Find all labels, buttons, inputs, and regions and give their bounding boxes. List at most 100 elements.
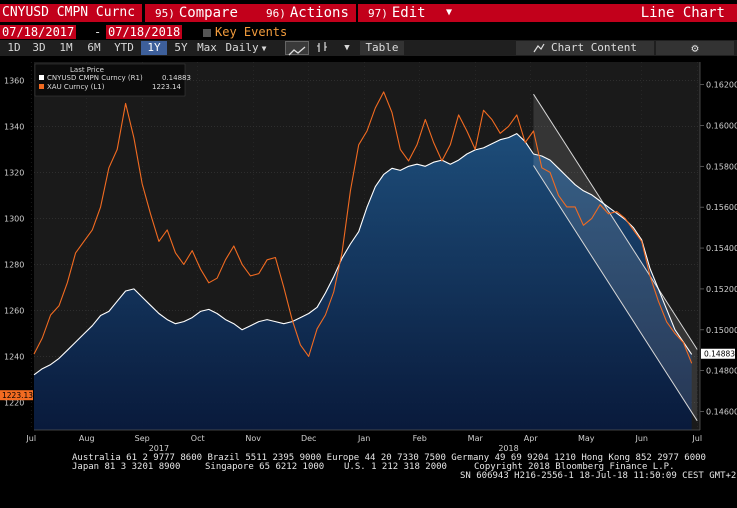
right-last-value-tag (701, 348, 735, 359)
xau-line (33, 91, 693, 364)
x-tick-label: Dec (301, 434, 316, 443)
period-1m-button[interactable]: 1M (59, 41, 73, 54)
x-tick-label: Jun (634, 434, 648, 443)
chart-content-icon (533, 43, 545, 53)
left-tick-label: 1300 (4, 214, 24, 223)
right-axis: 0.14600 0.14800 0.15000 0.15200 0.15400 0.156… (699, 62, 737, 430)
left-tick-label: 1280 (4, 260, 24, 269)
line-chart-icon[interactable] (285, 41, 309, 56)
legend-entry-xau: XAU Curncy (L1) (47, 83, 105, 91)
x-tick-label: Nov (245, 434, 261, 443)
x-tick-label: Apr (524, 434, 539, 443)
right-tick-label: 0.15400 (706, 244, 737, 253)
actions-num: 96) (266, 7, 286, 20)
period-toolbar: 1D 3D 1M 6M YTD 1Y 5Y Max Daily ▼ ▼ Table… (0, 40, 737, 56)
legend-value-cny: 0.14883 (162, 74, 191, 82)
period-1y-button[interactable]: 1Y (141, 41, 167, 55)
edit-caret-icon: ▼ (445, 7, 452, 18)
price-chart: 1220 1240 1260 1280 1300 1320 1340 1360 0.14600… (0, 56, 737, 452)
bar-style-glyph-icon (317, 42, 327, 52)
frequency-caret-icon: ▼ (261, 44, 267, 53)
period-max-button[interactable]: Max (197, 41, 217, 54)
cny-line (33, 133, 693, 376)
right-tick-label: 0.15000 (706, 326, 737, 335)
chart-content-button[interactable]: Chart Content (516, 41, 654, 55)
compare-button[interactable]: 95) Compare (145, 4, 265, 22)
compare-label: Compare (178, 5, 238, 21)
cny-area (34, 133, 692, 430)
edit-label: Edit (391, 5, 426, 21)
legend-title: Last Price (70, 66, 104, 74)
last-value-markers: 1223.13 0.14883 (0, 348, 735, 401)
left-tick-label: 1220 (4, 398, 24, 407)
actions-button[interactable]: 96)Actions▼ (256, 4, 356, 37)
period-1d-button[interactable]: 1D (7, 41, 21, 54)
period-ytd-button[interactable]: YTD (114, 41, 134, 54)
left-axis: 1220 1240 1260 1280 1300 1320 1340 1360 (4, 76, 24, 407)
footer: Australia 61 2 9777 8600 Brazil 5511 239… (0, 452, 737, 508)
left-tick-label: 1360 (4, 76, 24, 85)
x-tick-label: Mar (468, 434, 484, 443)
x-tick-label: May (578, 434, 595, 443)
legend-entry-cny: CNYUSD CMPN Curncy (R1) (47, 74, 143, 82)
bar-style-icon[interactable] (313, 41, 331, 55)
x-tick-label: Jan (357, 434, 370, 443)
period-5y-button[interactable]: 5Y (174, 41, 188, 54)
period-3d-button[interactable]: 3D (32, 41, 46, 54)
legend-swatch-xau (39, 84, 44, 89)
compare-num: 95) (155, 7, 175, 20)
x-tick-label: Jul (25, 434, 36, 443)
key-events-label: Key Events (215, 25, 288, 39)
right-tick-label: 0.15600 (706, 203, 737, 212)
style-caret-icon[interactable]: ▼ (344, 43, 350, 53)
year-label: 2018 (498, 444, 518, 452)
left-tick-label: 1260 (4, 306, 24, 315)
key-events-checkbox-icon (203, 28, 211, 37)
line-chart-glyph-icon (288, 46, 306, 56)
settings-button[interactable]: ⚙ (656, 41, 734, 55)
actions-label: Actions (289, 5, 349, 21)
trend-channel (533, 93, 698, 422)
channel-fill (533, 94, 698, 421)
channel-lower-line (533, 165, 698, 422)
x-tick-label: Jul (691, 434, 702, 443)
start-date-field[interactable]: 07/18/2017 (0, 25, 77, 39)
right-tick-label: 0.14800 (706, 367, 737, 376)
footer-copyright: Copyright 2018 Bloomberg Finance L.P. (474, 462, 675, 472)
edit-num: 97) (368, 7, 388, 20)
ticker-field[interactable]: CNYUSD CMPN Curnc (0, 4, 142, 22)
chart-content-label: Chart Content (550, 41, 638, 54)
table-button[interactable]: Table (360, 41, 404, 55)
series-lines (33, 91, 693, 376)
channel-upper-line (533, 93, 698, 350)
date-dash: - (94, 25, 102, 39)
x-tick-label: Oct (191, 434, 205, 443)
footer-session: SN 606943 H216-2556-1 18-Jul-18 11:50:09… (460, 471, 737, 481)
right-tick-label: 0.14600 (706, 408, 737, 417)
key-events-toggle[interactable]: Key Events (203, 25, 287, 39)
right-tick-label: 0.15800 (706, 162, 737, 171)
legend-value-xau: 1223.14 (152, 83, 181, 91)
chart-type-selector[interactable]: Line Chart (458, 4, 737, 22)
period-6m-button[interactable]: 6M (87, 41, 101, 54)
frequency-label: Daily (225, 41, 259, 54)
end-date-field[interactable]: 07/18/2018 (106, 25, 183, 39)
x-tick-label: Feb (413, 434, 427, 443)
left-tick-label: 1240 (4, 352, 24, 361)
x-axis: Jul Aug Sep Oct Nov Dec Jan Feb Mar Apr May Jun Jul 2… (25, 429, 702, 452)
right-last-value-label: 0.14883 (704, 350, 735, 359)
footer-singapore: Singapore 65 6212 1000 (205, 462, 325, 472)
right-tick-label: 0.16000 (706, 121, 737, 130)
left-last-value-label: 1223.13 (2, 391, 33, 400)
legend: Last Price CNYUSD CMPN Curncy (R1) 0.148… (34, 63, 191, 97)
edit-button[interactable]: 97) Edit ▼ (358, 4, 458, 22)
left-last-value-tag (0, 390, 33, 401)
footer-japan: Japan 81 3 3201 8900 (72, 462, 181, 472)
year-label: 2017 (149, 444, 169, 452)
date-range-bar: 07/18/2017 - 07/18/2018 Key Events (0, 24, 737, 40)
legend-box (34, 63, 186, 97)
frequency-dropdown[interactable]: Daily ▼ (224, 41, 268, 55)
chart-type-label: Line Chart (640, 5, 725, 21)
legend-swatch-cny (39, 75, 44, 80)
right-tick-label: 0.16200 (706, 80, 737, 89)
